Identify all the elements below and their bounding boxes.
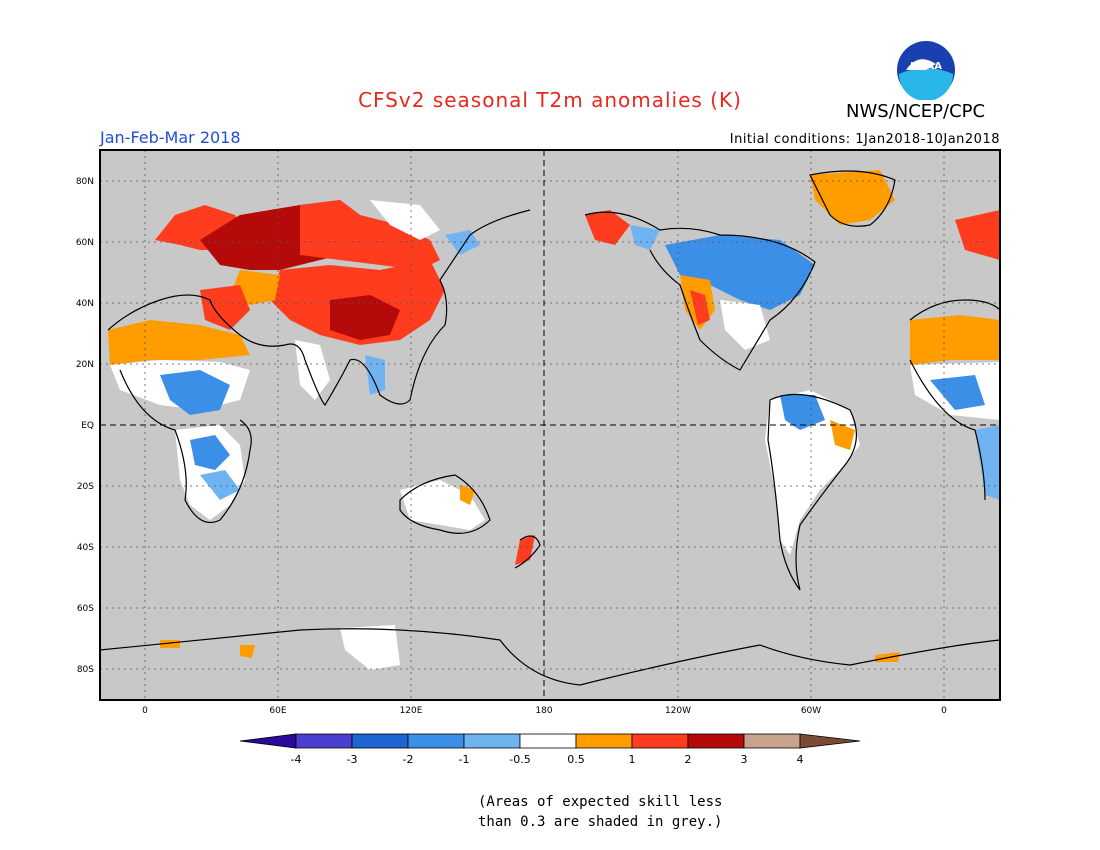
colorbar-right-arrow	[799, 733, 861, 749]
lat-label: 20S	[77, 482, 94, 492]
lat-label: 80N	[76, 177, 94, 187]
lat-label: 40N	[76, 299, 94, 309]
colorbar-left-arrow	[239, 733, 297, 749]
lat-label: 80S	[77, 665, 94, 675]
footnote-line: (Areas of expected skill less	[478, 794, 723, 810]
colorbar-swatch	[631, 733, 689, 749]
colorbar-label: 1	[629, 753, 636, 766]
colorbar-swatch	[407, 733, 465, 749]
lat-label: 60N	[76, 238, 94, 248]
colorbar-label: 2	[685, 753, 692, 766]
colorbar-label: 0.5	[567, 753, 585, 766]
lon-label: 60E	[269, 706, 286, 716]
lon-label: 0	[142, 706, 148, 716]
colorbar-label: -2	[403, 753, 414, 766]
lat-label: 60S	[77, 604, 94, 614]
skill-footnote: (Areas of expected skill less than 0.3 a…	[478, 792, 778, 832]
colorbar-swatch	[295, 733, 353, 749]
lon-label: 180	[535, 706, 552, 716]
map-title: CFSv2 seasonal T2m anomalies (K)	[358, 88, 742, 112]
longitude-labels: 0 60E 120E 180 120W 60W 0	[142, 706, 947, 716]
colorbar-label: 3	[741, 753, 748, 766]
forecast-period: Jan-Feb-Mar 2018	[100, 128, 241, 147]
colorbar-label: -1	[459, 753, 470, 766]
footnote-line: than 0.3 are shaded in grey.)	[478, 814, 723, 830]
lon-label: 120E	[400, 706, 423, 716]
colorbar-swatch	[463, 733, 521, 749]
lon-label: 60W	[801, 706, 821, 716]
colorbar-labels: -4 -3 -2 -1 -0.5 0.5 1 2 3 4	[291, 753, 804, 766]
noaa-logo-icon: NOAA	[897, 41, 955, 100]
noaa-logo-text: NOAA	[910, 61, 942, 72]
lon-label: 0	[941, 706, 947, 716]
lon-label: 120W	[665, 706, 691, 716]
equator-dateline	[100, 150, 1000, 700]
colorbar-swatch	[519, 733, 577, 749]
colorbar-swatch	[575, 733, 633, 749]
map-frame	[99, 149, 1001, 701]
colorbar-swatch	[743, 733, 801, 749]
graticule	[100, 150, 1000, 700]
initial-conditions: Initial conditions: 1Jan2018-10Jan2018	[729, 132, 1000, 147]
lat-label: EQ	[81, 421, 94, 431]
colorbar-label: -3	[347, 753, 358, 766]
lat-label: 40S	[77, 543, 94, 553]
latitude-labels: 80N 60N 40N 20N EQ 20S 40S 60S 80S	[76, 177, 94, 675]
coastlines	[100, 170, 1000, 686]
anomaly-shading	[108, 170, 1000, 670]
colorbar	[239, 733, 861, 749]
colorbar-label: -0.5	[509, 753, 530, 766]
colorbar-label: 4	[797, 753, 804, 766]
organization-label: NWS/NCEP/CPC	[846, 101, 986, 122]
lat-label: 20N	[76, 360, 94, 370]
colorbar-label: -4	[291, 753, 302, 766]
colorbar-swatch	[351, 733, 409, 749]
colorbar-swatch	[687, 733, 745, 749]
